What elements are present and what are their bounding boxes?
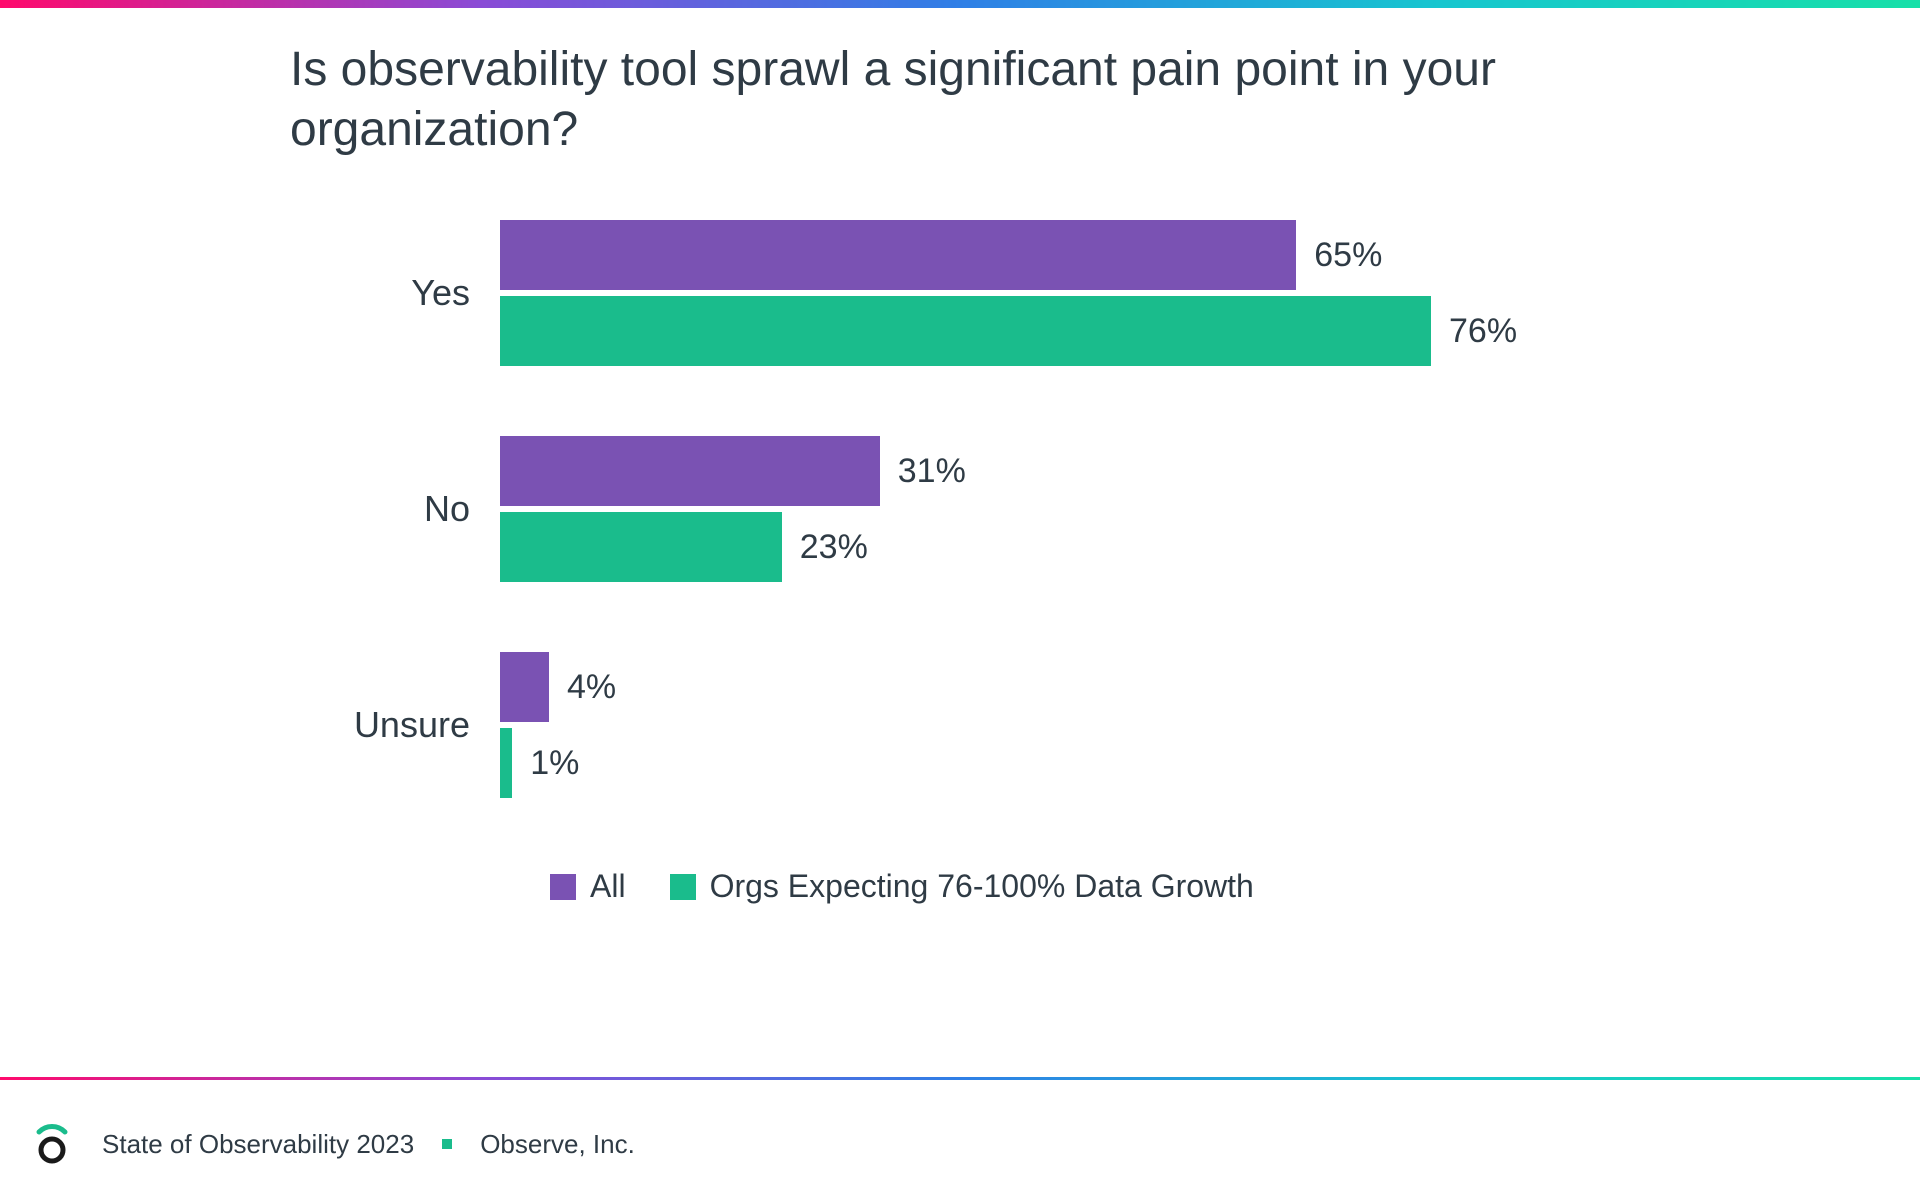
bar-value-label: 4%	[567, 668, 616, 707]
bar-row: 76%	[500, 296, 1860, 366]
bar-row: 65%	[500, 220, 1860, 290]
observe-logo-icon	[30, 1122, 74, 1166]
bar-group: Yes 65% 76%	[290, 220, 1860, 366]
bar-group: Unsure 4% 1%	[290, 652, 1860, 798]
bar-row: 31%	[500, 436, 1860, 506]
legend-label: All	[590, 868, 626, 905]
footer-company-name: Observe, Inc.	[480, 1129, 635, 1160]
grouped-bar-chart: Yes 65% 76% No 31% 23% Unsure 4% 1%	[290, 220, 1860, 798]
bars-container: 65% 76%	[500, 220, 1860, 366]
footer-line: State of Observability 2023 Observe, Inc…	[30, 1122, 635, 1166]
legend-swatch-icon	[670, 874, 696, 900]
footer: State of Observability 2023 Observe, Inc…	[0, 1080, 1920, 1200]
bar	[500, 296, 1431, 366]
bar-row: 1%	[500, 728, 1860, 798]
bar-value-label: 76%	[1449, 312, 1517, 351]
chart-title: Is observability tool sprawl a significa…	[290, 40, 1570, 160]
category-label: Yes	[290, 272, 500, 314]
footer-report-name: State of Observability 2023	[102, 1129, 414, 1160]
bar	[500, 436, 880, 506]
legend-item: All	[550, 868, 626, 905]
category-label: No	[290, 488, 500, 530]
legend-swatch-icon	[550, 874, 576, 900]
footer-separator-icon	[442, 1139, 452, 1149]
bar-value-label: 1%	[530, 744, 579, 783]
bar-group: No 31% 23%	[290, 436, 1860, 582]
bar-row: 23%	[500, 512, 1860, 582]
category-label: Unsure	[290, 704, 500, 746]
bar	[500, 728, 512, 798]
bars-container: 31% 23%	[500, 436, 1860, 582]
gradient-border-top	[0, 0, 1920, 8]
page: Is observability tool sprawl a significa…	[0, 0, 1920, 1200]
bar	[500, 220, 1296, 290]
content-area: Is observability tool sprawl a significa…	[290, 40, 1860, 905]
bar-value-label: 31%	[898, 452, 966, 491]
bar	[500, 652, 549, 722]
chart-legend: All Orgs Expecting 76-100% Data Growth	[550, 868, 1860, 905]
bars-container: 4% 1%	[500, 652, 1860, 798]
bar	[500, 512, 782, 582]
bar-value-label: 23%	[800, 528, 868, 567]
bar-row: 4%	[500, 652, 1860, 722]
legend-item: Orgs Expecting 76-100% Data Growth	[670, 868, 1254, 905]
bar-value-label: 65%	[1314, 236, 1382, 275]
legend-label: Orgs Expecting 76-100% Data Growth	[710, 868, 1254, 905]
